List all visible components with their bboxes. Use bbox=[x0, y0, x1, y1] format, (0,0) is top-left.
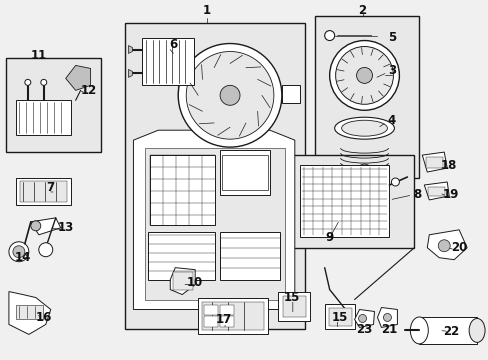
Text: 21: 21 bbox=[381, 323, 397, 336]
Text: 8: 8 bbox=[412, 188, 421, 202]
Bar bbox=[202, 302, 264, 330]
Bar bbox=[145, 148, 285, 300]
Bar bbox=[142, 37, 194, 85]
Bar bbox=[6, 58, 101, 152]
Polygon shape bbox=[65, 66, 90, 90]
Circle shape bbox=[9, 242, 29, 262]
Bar bbox=[328, 307, 351, 327]
Polygon shape bbox=[422, 152, 447, 172]
Text: 16: 16 bbox=[36, 311, 52, 324]
Bar bbox=[220, 232, 279, 280]
Circle shape bbox=[329, 41, 399, 110]
Bar bbox=[299, 165, 388, 237]
Polygon shape bbox=[427, 230, 466, 260]
Polygon shape bbox=[377, 307, 397, 328]
Text: 20: 20 bbox=[450, 241, 467, 254]
Circle shape bbox=[186, 51, 273, 139]
Text: 3: 3 bbox=[387, 64, 396, 77]
Text: 11: 11 bbox=[31, 49, 47, 62]
Bar bbox=[222, 155, 267, 190]
Circle shape bbox=[31, 221, 41, 231]
Circle shape bbox=[220, 85, 240, 105]
Circle shape bbox=[358, 315, 366, 323]
Circle shape bbox=[390, 178, 399, 186]
Text: 22: 22 bbox=[442, 325, 458, 338]
Text: 19: 19 bbox=[442, 188, 458, 202]
Polygon shape bbox=[128, 45, 132, 54]
Circle shape bbox=[41, 80, 47, 85]
Circle shape bbox=[178, 44, 281, 147]
Text: 6: 6 bbox=[169, 38, 177, 51]
Polygon shape bbox=[354, 310, 374, 328]
Polygon shape bbox=[9, 292, 51, 334]
Ellipse shape bbox=[334, 117, 394, 139]
Bar bbox=[148, 232, 215, 280]
Text: 18: 18 bbox=[440, 158, 456, 172]
Text: 17: 17 bbox=[216, 313, 232, 326]
Bar bbox=[150, 155, 215, 225]
Circle shape bbox=[13, 246, 25, 258]
Bar bbox=[173, 272, 193, 289]
Polygon shape bbox=[128, 69, 132, 77]
Text: 1: 1 bbox=[203, 4, 211, 17]
Bar bbox=[277, 292, 309, 321]
Text: 12: 12 bbox=[81, 84, 97, 97]
Polygon shape bbox=[424, 182, 448, 200]
Ellipse shape bbox=[341, 120, 386, 136]
Text: 7: 7 bbox=[46, 181, 55, 194]
Circle shape bbox=[324, 31, 334, 41]
Text: 14: 14 bbox=[15, 251, 31, 264]
Polygon shape bbox=[31, 218, 61, 235]
Circle shape bbox=[356, 67, 372, 84]
Text: 15: 15 bbox=[331, 311, 347, 324]
Bar bbox=[220, 150, 269, 195]
Ellipse shape bbox=[409, 317, 427, 344]
Bar bbox=[220, 305, 234, 315]
Bar bbox=[203, 305, 218, 315]
Ellipse shape bbox=[468, 319, 484, 342]
Bar bbox=[419, 318, 476, 345]
Polygon shape bbox=[178, 58, 194, 100]
Bar bbox=[20, 181, 66, 202]
Bar bbox=[125, 23, 304, 329]
Polygon shape bbox=[170, 268, 195, 294]
Circle shape bbox=[356, 164, 372, 180]
Circle shape bbox=[437, 240, 449, 252]
Circle shape bbox=[383, 314, 390, 321]
Bar bbox=[16, 100, 71, 135]
Text: 2: 2 bbox=[358, 4, 366, 17]
Text: 4: 4 bbox=[386, 114, 395, 127]
Bar bbox=[426, 157, 442, 168]
Bar bbox=[203, 316, 218, 328]
Circle shape bbox=[25, 80, 31, 85]
Bar bbox=[324, 303, 354, 329]
Text: 9: 9 bbox=[325, 231, 333, 244]
Text: 13: 13 bbox=[58, 221, 74, 234]
Bar bbox=[427, 187, 444, 196]
Bar bbox=[198, 298, 267, 334]
Text: 15: 15 bbox=[283, 291, 300, 304]
Bar bbox=[314, 15, 419, 178]
Polygon shape bbox=[281, 85, 299, 103]
Circle shape bbox=[39, 243, 53, 257]
Bar bbox=[16, 305, 42, 319]
Text: 23: 23 bbox=[356, 323, 372, 336]
Bar bbox=[220, 316, 234, 328]
Bar bbox=[282, 296, 305, 318]
Polygon shape bbox=[133, 130, 294, 310]
Text: 10: 10 bbox=[187, 276, 203, 289]
Bar bbox=[16, 178, 71, 205]
Text: 5: 5 bbox=[387, 31, 396, 44]
Circle shape bbox=[335, 46, 393, 104]
Bar bbox=[291, 155, 413, 248]
